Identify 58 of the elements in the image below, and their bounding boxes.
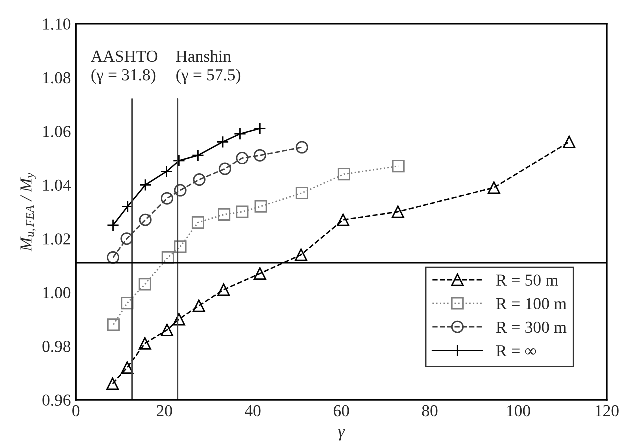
point bbox=[107, 251, 120, 264]
x-tick-label: 80 bbox=[422, 405, 438, 417]
point bbox=[563, 136, 576, 148]
x-tick-label: 100 bbox=[507, 405, 530, 417]
y-tick-label: 1.10 bbox=[44, 18, 71, 30]
point bbox=[139, 214, 152, 226]
legend-label: R = 300 m bbox=[496, 322, 567, 334]
y-tick-label: 0.96 bbox=[42, 394, 71, 406]
x-tick-label: 120 bbox=[596, 405, 619, 417]
y-axis-title: M$_{u,FEA}$ / M$_{y}$ bbox=[20, 173, 36, 252]
point bbox=[254, 149, 266, 162]
point bbox=[120, 232, 134, 246]
y-tick-label: 1.08 bbox=[44, 72, 71, 84]
point bbox=[193, 174, 206, 186]
point bbox=[218, 162, 232, 176]
point bbox=[218, 208, 231, 221]
point bbox=[174, 184, 187, 197]
x-tick-label: 60 bbox=[334, 405, 350, 417]
x-tick-label: 20 bbox=[156, 405, 172, 417]
point bbox=[174, 240, 187, 254]
point bbox=[236, 206, 249, 218]
point bbox=[106, 378, 120, 390]
point bbox=[160, 324, 174, 336]
point bbox=[338, 168, 350, 181]
point bbox=[254, 268, 266, 280]
point bbox=[160, 192, 174, 205]
point bbox=[296, 186, 308, 200]
point bbox=[107, 318, 120, 332]
y-tick-label: 1.06 bbox=[44, 126, 71, 138]
y-tick-label: 1.04 bbox=[44, 180, 71, 192]
point bbox=[192, 300, 206, 312]
point bbox=[236, 152, 249, 165]
y-tick-label: 1.00 bbox=[44, 287, 71, 299]
legend-label: R = 50 m bbox=[496, 274, 558, 286]
point bbox=[295, 248, 308, 262]
point bbox=[488, 182, 500, 194]
point bbox=[337, 214, 350, 226]
y-tick-label: 1.02 bbox=[44, 234, 70, 245]
point bbox=[392, 206, 404, 218]
point bbox=[172, 313, 186, 326]
x-tick-label: 40 bbox=[245, 405, 261, 417]
point bbox=[192, 216, 204, 230]
x-tick-label: 0 bbox=[72, 405, 80, 417]
point bbox=[138, 278, 152, 291]
point bbox=[392, 160, 405, 173]
legend-label: R = ∞ bbox=[496, 346, 536, 356]
point bbox=[218, 284, 230, 296]
point bbox=[296, 141, 308, 154]
legend-label: R = 100 m bbox=[496, 298, 567, 310]
annotation: AASHTO (γ = 31.8) bbox=[91, 50, 158, 84]
point bbox=[121, 297, 134, 310]
point bbox=[121, 362, 134, 374]
x-axis-title: γ bbox=[338, 429, 346, 441]
y-tick-label: 0.98 bbox=[42, 341, 71, 352]
annotation: Hanshin (γ = 57.5) bbox=[176, 50, 241, 84]
point bbox=[138, 337, 152, 350]
point bbox=[162, 251, 174, 264]
point bbox=[254, 200, 268, 213]
